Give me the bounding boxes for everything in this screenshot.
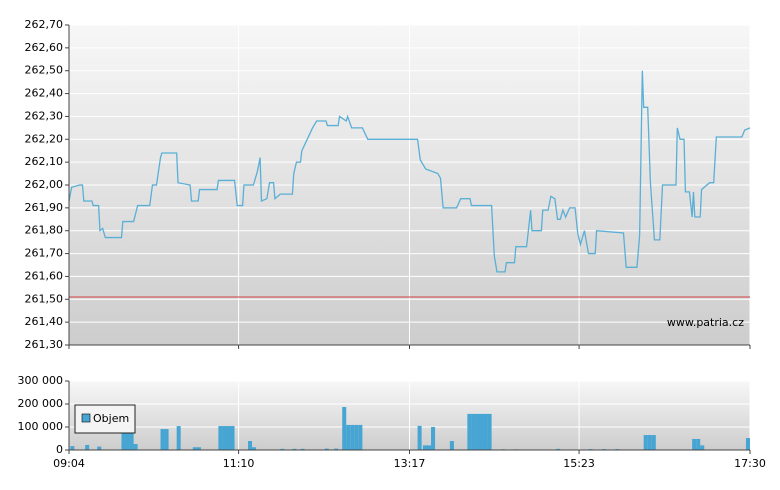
y-tick-label: 100 000 bbox=[18, 420, 64, 433]
x-tick-label: 15:23 bbox=[563, 457, 595, 470]
volume-bar bbox=[487, 413, 492, 450]
volume-bar bbox=[643, 435, 648, 450]
y-tick-label: 261,60 bbox=[25, 269, 64, 282]
volume-bar bbox=[696, 438, 701, 450]
y-tick-label: 261,70 bbox=[25, 247, 64, 260]
volume-bar bbox=[196, 447, 201, 450]
volume-bar bbox=[467, 413, 472, 450]
volume-bar bbox=[651, 435, 656, 450]
legend-label: Objem bbox=[93, 412, 129, 425]
price-line bbox=[68, 70, 751, 273]
volume-bar bbox=[97, 446, 102, 450]
volume-bar bbox=[692, 438, 697, 450]
y-tick-label: 261,40 bbox=[25, 315, 64, 328]
volume-bar bbox=[745, 438, 750, 450]
volume-bar bbox=[475, 413, 480, 450]
x-tick-label: 09:04 bbox=[53, 457, 85, 470]
legend-swatch bbox=[81, 413, 91, 423]
volume-bar bbox=[300, 448, 305, 450]
volume-bar bbox=[346, 424, 351, 450]
volume-bar bbox=[192, 447, 197, 450]
volume-bar bbox=[176, 426, 181, 450]
y-tick-label: 300 000 bbox=[18, 374, 64, 387]
volume-bar bbox=[85, 444, 90, 450]
volume-bar bbox=[342, 406, 347, 450]
x-tick-label: 17:30 bbox=[734, 457, 766, 470]
x-tick-label: 11:10 bbox=[223, 457, 255, 470]
y-tick-label: 261,80 bbox=[25, 224, 64, 237]
volume-bar bbox=[417, 425, 422, 450]
volume-bar bbox=[218, 426, 223, 450]
volume-bar bbox=[471, 413, 476, 450]
volume-bar bbox=[334, 448, 339, 450]
volume-bar bbox=[479, 413, 484, 450]
y-tick-label: 200 000 bbox=[18, 397, 64, 410]
volume-bar bbox=[422, 445, 427, 450]
y-tick-label: 262,10 bbox=[25, 155, 64, 168]
volume-bar bbox=[431, 427, 436, 450]
volume-bar bbox=[133, 444, 138, 450]
volume-bar bbox=[125, 425, 130, 450]
y-tick-label: 262,50 bbox=[25, 64, 64, 77]
watermark: www.patria.cz bbox=[667, 316, 744, 329]
volume-bar bbox=[292, 448, 297, 450]
volume-bar bbox=[556, 448, 561, 450]
y-tick-label: 262,40 bbox=[25, 87, 64, 100]
volume-bar bbox=[121, 425, 126, 450]
volume-bar bbox=[350, 424, 355, 450]
volume-bar bbox=[247, 441, 253, 450]
y-tick-label: 261,30 bbox=[25, 338, 64, 351]
volume-bar bbox=[449, 441, 454, 450]
volume-bar bbox=[647, 435, 652, 450]
volume-bar bbox=[483, 413, 488, 450]
legend: Objem bbox=[74, 404, 136, 434]
x-tick-label: 13:17 bbox=[394, 457, 426, 470]
y-tick-label: 262,60 bbox=[25, 41, 64, 54]
y-tick-label: 262,70 bbox=[25, 18, 64, 31]
volume-bar bbox=[226, 426, 231, 450]
y-tick-label: 261,90 bbox=[25, 201, 64, 214]
volume-bar bbox=[164, 429, 169, 450]
volume-bar bbox=[70, 446, 75, 450]
volume-bar bbox=[324, 448, 329, 450]
volume-bar bbox=[700, 445, 705, 450]
y-tick-label: 262,30 bbox=[25, 109, 64, 122]
y-tick-label: 0 bbox=[56, 443, 63, 456]
volume-bar bbox=[354, 424, 359, 450]
volume-bar bbox=[280, 448, 285, 450]
volume-bar bbox=[230, 426, 235, 450]
volume-bar bbox=[358, 424, 363, 450]
y-tick-label: 262,00 bbox=[25, 178, 64, 191]
volume-bar bbox=[222, 426, 227, 450]
volume-bar bbox=[426, 445, 432, 450]
y-tick-label: 262,20 bbox=[25, 132, 64, 145]
y-tick-label: 261,50 bbox=[25, 292, 64, 305]
volume-bar bbox=[160, 429, 165, 450]
volume-bar bbox=[129, 425, 134, 450]
volume-bar bbox=[252, 447, 257, 450]
